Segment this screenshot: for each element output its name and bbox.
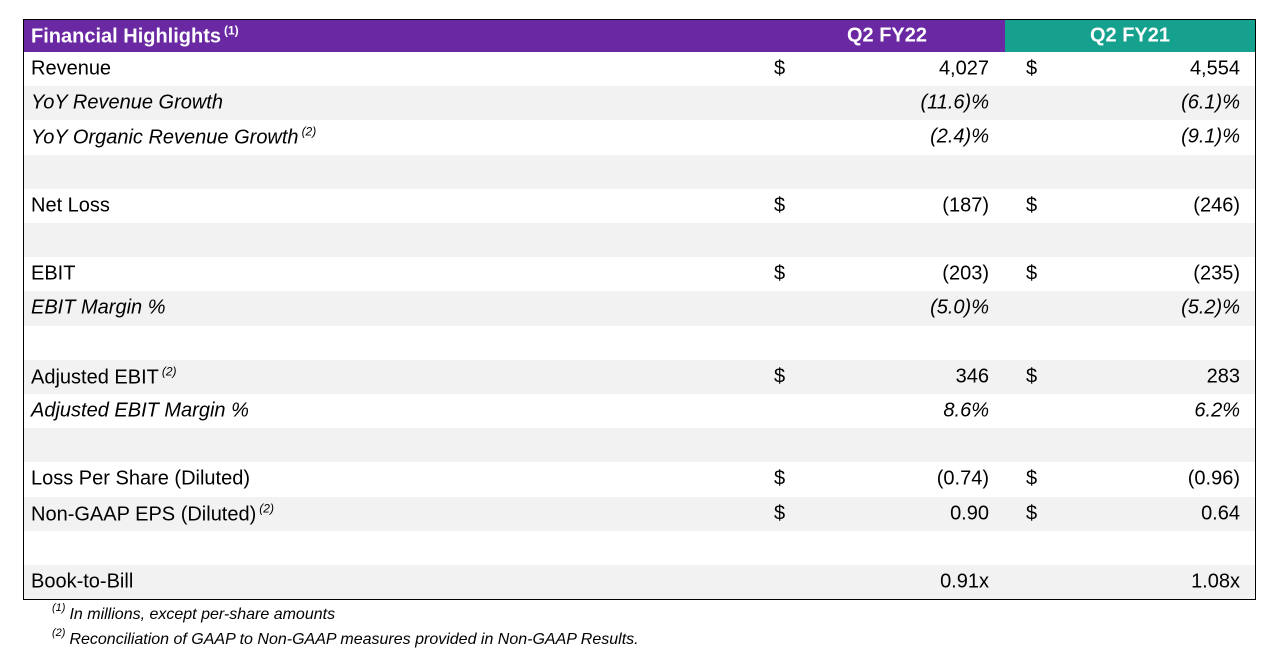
currency: $ (774, 194, 786, 217)
cell-value: (235) (1193, 262, 1240, 285)
footnote-mark: (2) (52, 627, 66, 639)
row-label: Revenue (31, 58, 111, 81)
row-label: YoY Organic Revenue Growth (2) (31, 125, 316, 150)
header-column-bg (773, 20, 905, 52)
table-row: EBIT $ (203) $ (235) (24, 257, 1255, 292)
footnote: (1) In millions, except per-share amounts (52, 602, 335, 624)
header-title: Financial Highlights (1) (31, 24, 239, 49)
cell-value: 0.90 (950, 502, 989, 525)
cell-value: (0.96) (1187, 467, 1240, 490)
cell-value: (11.6)% (920, 91, 989, 114)
row-label: Book-to-Bill (31, 571, 133, 594)
cell-value: (246) (1193, 194, 1240, 217)
row-label: Loss Per Share (Diluted) (31, 468, 250, 491)
cell-value: (9.1)% (1181, 125, 1240, 148)
cell-value: (2.4)% (930, 125, 989, 148)
table-row: Non-GAAP EPS (Diluted) (2) $0.90 $0.64 (24, 496, 1255, 531)
financial-table: Financial Highlights (1) Q2 FY22 Q2 FY21 Rev… (23, 19, 1256, 600)
cell-value: (203) (942, 262, 989, 285)
table-row: Loss Per Share (Diluted) $ (0.74) $ (0.96) (24, 462, 1255, 497)
currency: $ (774, 365, 786, 388)
spacer-row (24, 223, 1255, 258)
row-label: YoY Revenue Growth (31, 92, 223, 115)
spacer-row (24, 154, 1255, 189)
table-row: Book-to-Bill 0.91x 1.08x (24, 565, 1255, 599)
row-label: EBIT (31, 263, 75, 286)
spacer-row (24, 428, 1255, 463)
spacer-row (24, 325, 1255, 360)
cell-value: 4,554 (1189, 57, 1240, 80)
cell-value: 8.6% (943, 399, 989, 422)
currency: $ (774, 467, 786, 490)
footnote: (2) Reconciliation of GAAP to Non-GAAP me… (52, 627, 639, 649)
label-text: YoY Revenue Growth (31, 91, 223, 114)
cell-value: 0.91x (940, 570, 989, 593)
label-text: EBIT Margin % (31, 296, 166, 319)
row-label: Net Loss (31, 194, 110, 217)
header-row: Financial Highlights (1) Q2 FY22 Q2 FY21 (24, 20, 1255, 52)
table-row: Adjusted EBIT Margin % 8.6% 6.2% (24, 394, 1255, 429)
label-note: (2) (301, 124, 317, 139)
table-row: YoY Organic Revenue Growth (2) (2.4)% (9.1)… (24, 120, 1255, 155)
cell-value: (5.0)% (930, 296, 989, 319)
currency: $ (1026, 57, 1038, 80)
table-row: Adjusted EBIT (2) $346 $283 (24, 359, 1255, 394)
currency: $ (774, 502, 786, 525)
label-text: Revenue (31, 57, 112, 80)
currency: $ (774, 262, 786, 285)
currency: $ (1026, 365, 1038, 388)
cell-value: (187) (942, 194, 989, 217)
cell-value: 346 (955, 365, 989, 388)
title-text: Financial Highlights (31, 25, 222, 48)
cell-value: 6.2% (1194, 399, 1240, 422)
row-label: Adjusted EBIT Margin % (31, 400, 249, 423)
header-column-bg (1005, 20, 1255, 52)
label-text: Book-to-Bill (31, 570, 134, 593)
footnote-text: In millions, except per-share amounts (69, 606, 336, 623)
cell-value: (6.1)% (1181, 91, 1240, 114)
label-text: Adjusted EBIT Margin % (31, 399, 249, 422)
currency: $ (1026, 194, 1038, 217)
table-row: EBIT Margin % (5.0)% (5.2)% (24, 291, 1255, 326)
title-note: (1) (224, 23, 239, 38)
label-text: EBIT (31, 262, 76, 285)
currency: $ (1026, 262, 1038, 285)
label-text: Net Loss (31, 194, 110, 217)
label-text: YoY Organic Revenue Growth (31, 126, 299, 149)
label-text: Loss Per Share (Diluted) (31, 467, 250, 490)
cell-value: (5.2)% (1181, 296, 1240, 319)
cell-value: 0.64 (1201, 502, 1240, 525)
row-label: EBIT Margin % (31, 297, 165, 320)
cell-value: 4,027 (938, 57, 989, 80)
cell-value: 283 (1206, 365, 1240, 388)
table-row: YoY Revenue Growth (11.6)% (6.1)% (24, 86, 1255, 121)
label-text: Non-GAAP EPS (Diluted) (31, 503, 257, 526)
column-header: Q2 FY22 (846, 24, 928, 47)
column-header: Q2 FY21 (1089, 24, 1171, 47)
cell-value: 1.08x (1191, 570, 1240, 593)
table-row: Net Loss $ (187) $ (246) (24, 188, 1255, 223)
footnote-mark: (1) (52, 602, 66, 614)
spacer-row (24, 530, 1255, 565)
row-label: Non-GAAP EPS (Diluted) (2) (31, 501, 274, 526)
currency: $ (1026, 502, 1038, 525)
table-row: Revenue $4,027 $4,554 (24, 52, 1255, 87)
label-note: (2) (161, 364, 177, 379)
currency: $ (1026, 467, 1038, 490)
label-note: (2) (259, 501, 274, 516)
label-text: Adjusted EBIT (31, 366, 159, 389)
row-label: Adjusted EBIT (2) (31, 364, 177, 389)
cell-value: (0.74) (936, 467, 989, 490)
footnote-text: Reconciliation of GAAP to Non-GAAP measu… (69, 631, 639, 648)
currency: $ (774, 57, 786, 80)
